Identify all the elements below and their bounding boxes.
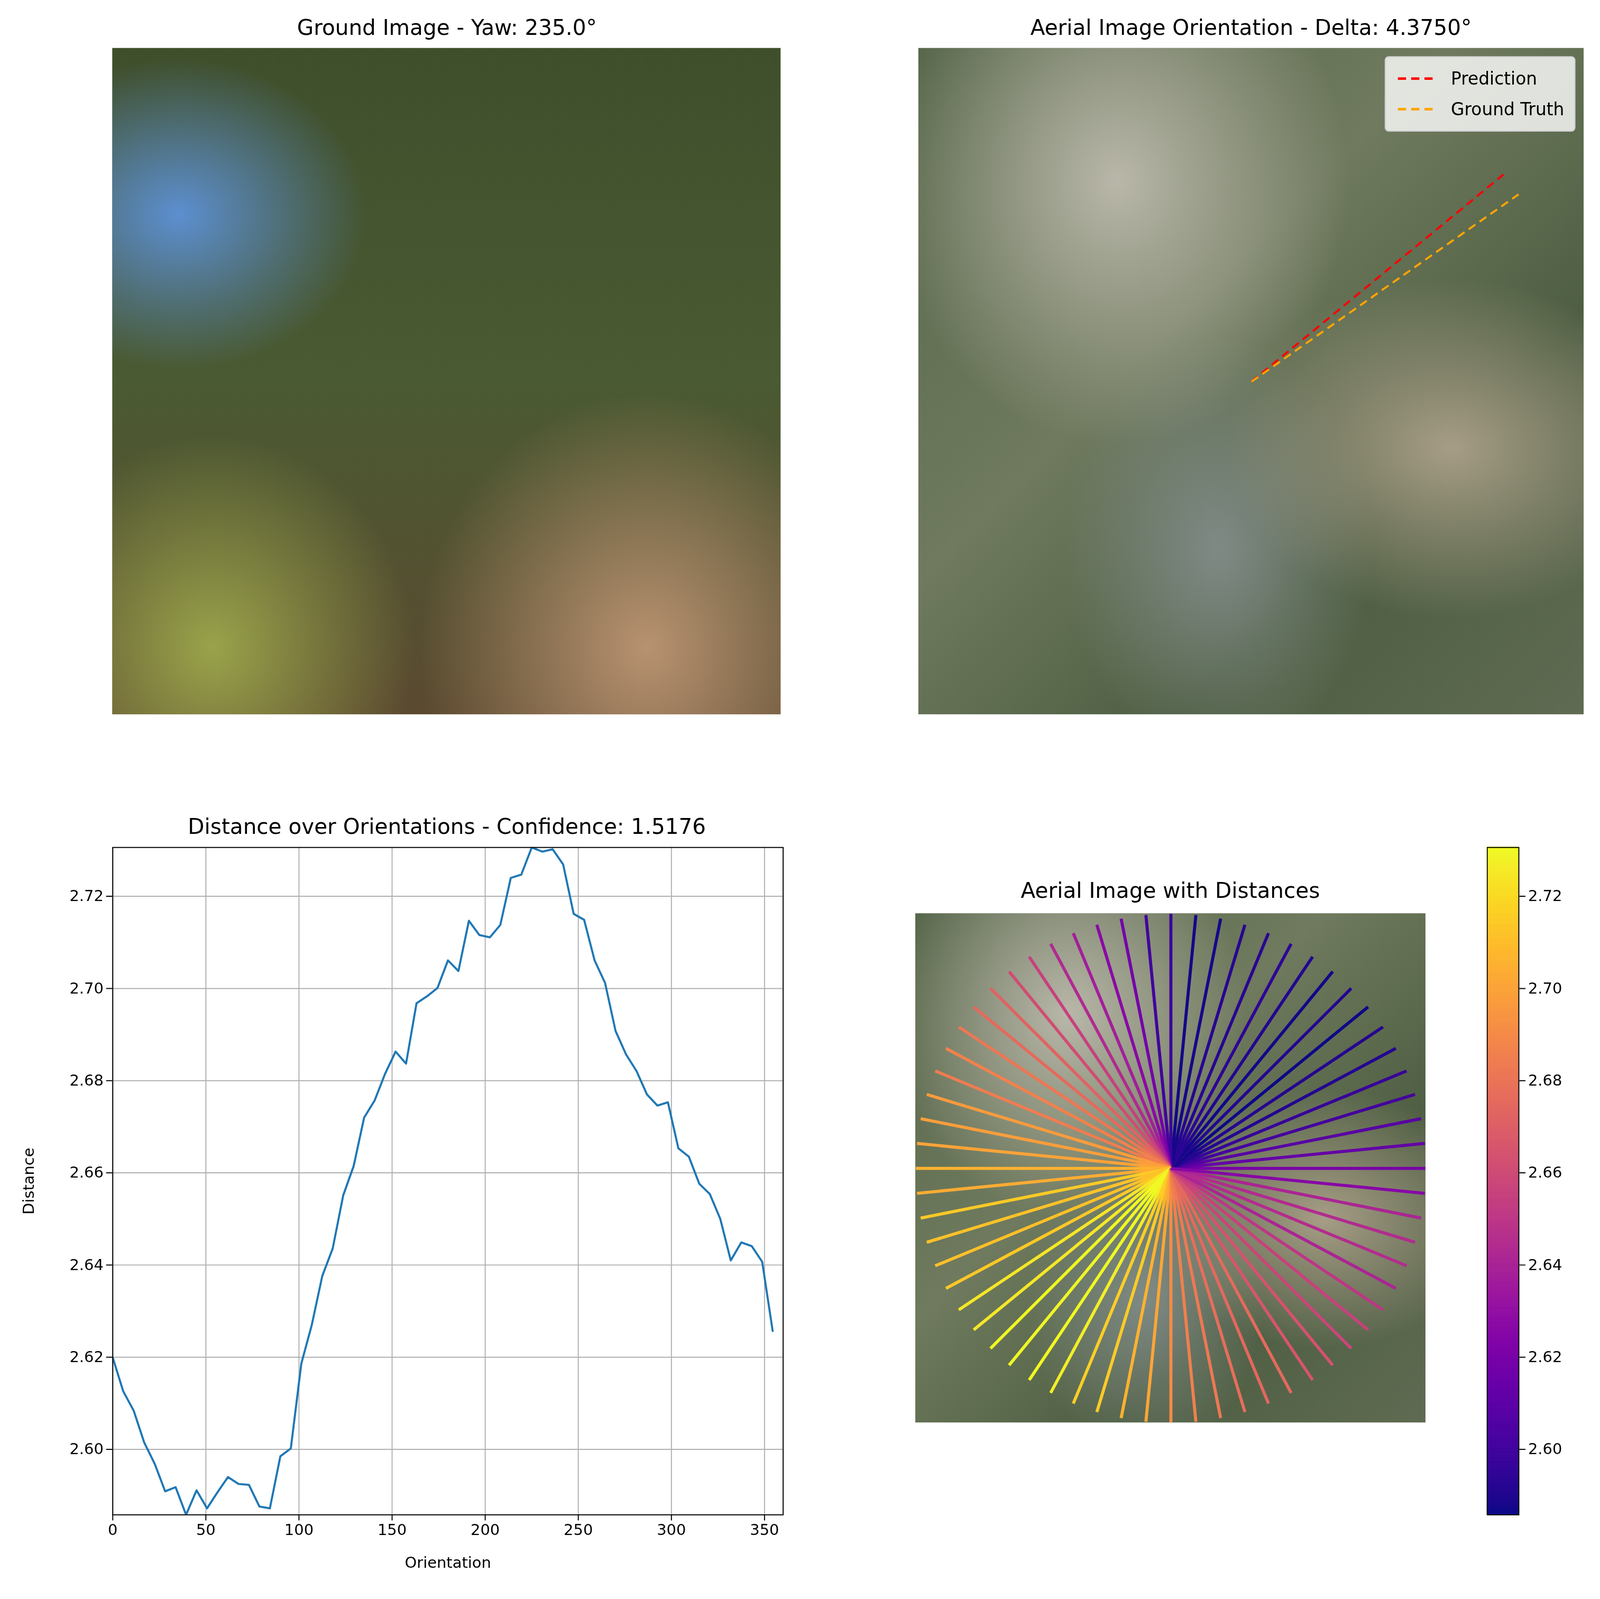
svg-text:200: 200 <box>470 1520 500 1539</box>
html-text:Prediction: Prediction <box>1450 68 1538 89</box>
svg-text:2.60: 2.60 <box>69 1439 104 1458</box>
svg-text:2.66: 2.66 <box>1528 1163 1562 1182</box>
svg-text:300: 300 <box>656 1520 686 1539</box>
svg-text:2.64: 2.64 <box>1528 1255 1562 1274</box>
html-text:Ground Truth: Ground Truth <box>1450 98 1565 120</box>
svg-text:2.62: 2.62 <box>1528 1347 1562 1366</box>
html-text:Ground Image - Yaw: 235.0°: Ground Image - Yaw: 235.0° <box>296 15 597 40</box>
svg-text:2.70: 2.70 <box>1528 979 1562 998</box>
svg-text:2.70: 2.70 <box>69 979 104 998</box>
svg-text:50: 50 <box>196 1520 216 1539</box>
svg-text:150: 150 <box>377 1520 407 1539</box>
html-text:Distance over Orientations - C: Distance over Orientations - Confidence:… <box>187 814 706 839</box>
svg-text:Distance: Distance <box>19 1147 38 1215</box>
svg-text:Orientation: Orientation <box>404 1553 491 1572</box>
svg-text:2.68: 2.68 <box>69 1071 104 1090</box>
svg-text:2.72: 2.72 <box>69 886 104 905</box>
svg-text:2.62: 2.62 <box>69 1347 104 1366</box>
svg-text:250: 250 <box>563 1520 593 1539</box>
svg-text:2.66: 2.66 <box>69 1163 104 1182</box>
svg-text:2.68: 2.68 <box>1528 1071 1562 1090</box>
svg-text:2.72: 2.72 <box>1528 886 1562 905</box>
html-text:Aerial Image with Distances: Aerial Image with Distances <box>1020 878 1320 904</box>
svg-text:100: 100 <box>284 1520 314 1539</box>
html-text:Aerial Image Orientation - Del: Aerial Image Orientation - Delta: 4.3750… <box>1030 15 1472 40</box>
svg-text:2.64: 2.64 <box>69 1255 104 1274</box>
svg-text:0: 0 <box>107 1520 118 1539</box>
svg-text:2.60: 2.60 <box>1528 1439 1562 1458</box>
svg-text:350: 350 <box>749 1520 779 1539</box>
